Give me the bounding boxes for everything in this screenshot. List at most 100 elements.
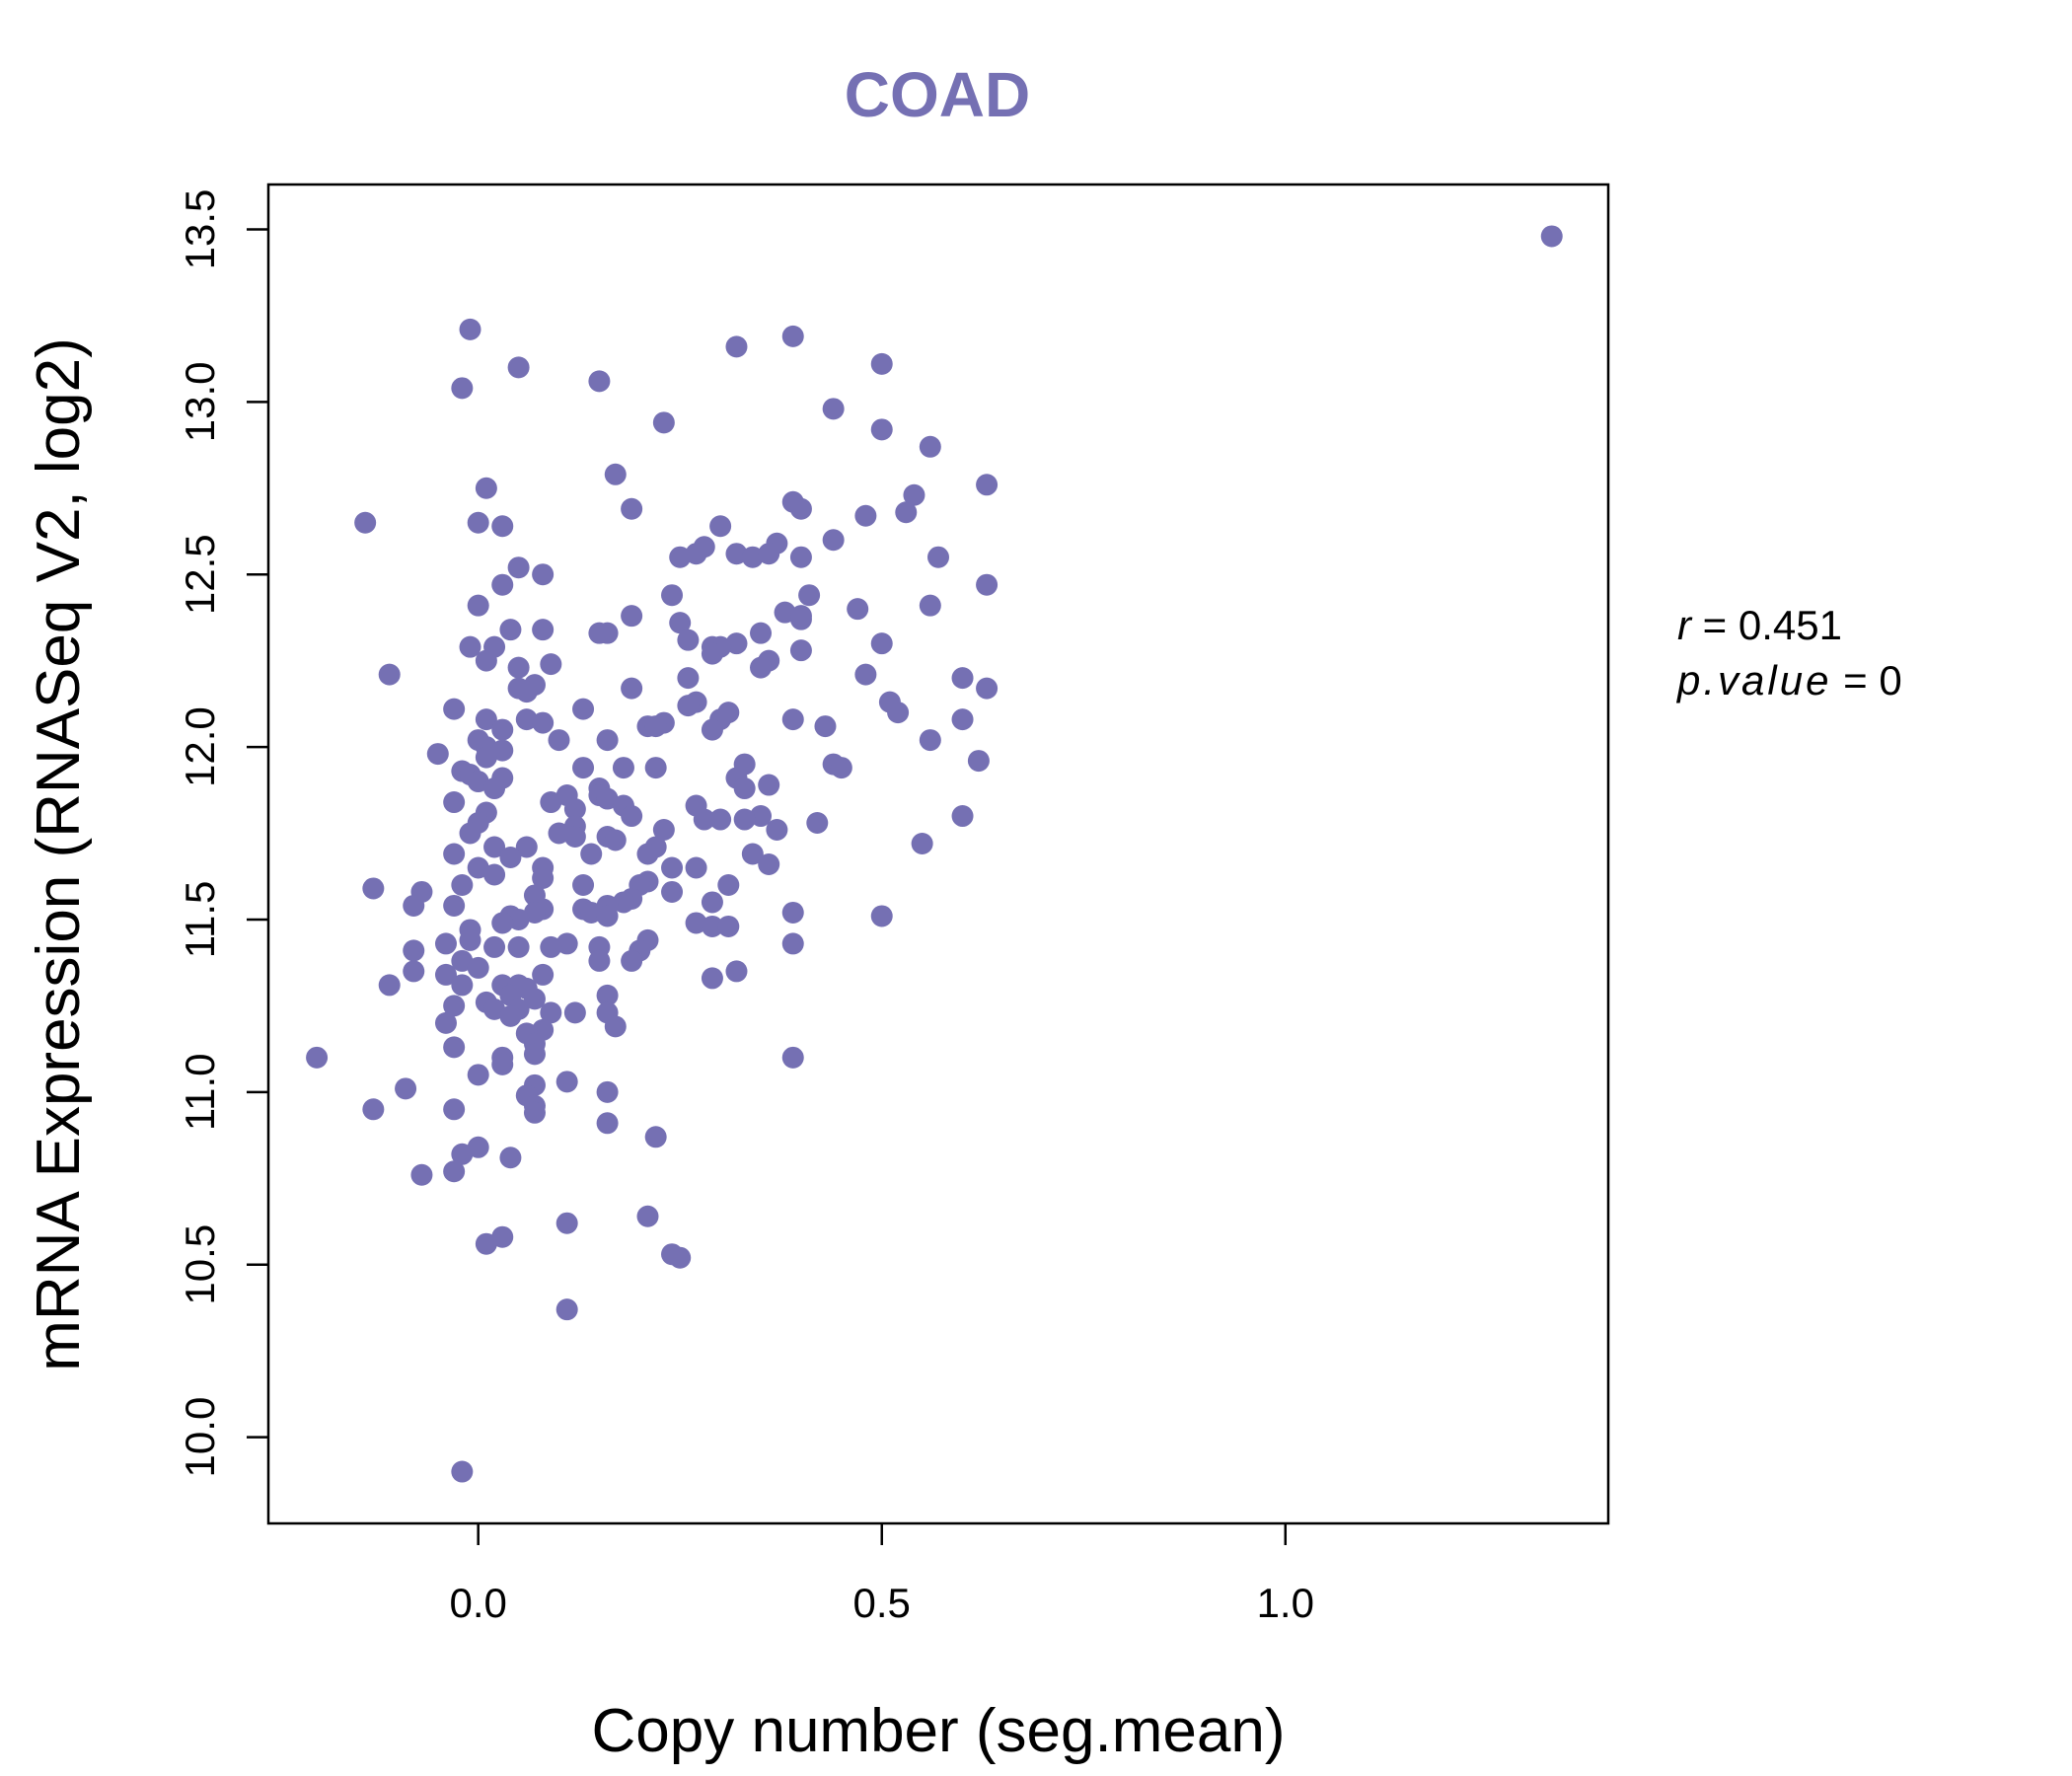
data-point xyxy=(532,619,555,641)
data-point xyxy=(467,1064,489,1086)
data-point xyxy=(750,805,773,828)
data-point xyxy=(612,891,634,914)
data-point xyxy=(596,1080,619,1103)
data-point xyxy=(798,584,821,607)
data-point xyxy=(443,1036,466,1059)
data-point xyxy=(766,819,788,842)
data-point xyxy=(540,935,562,958)
data-point xyxy=(540,653,562,676)
data-point xyxy=(548,822,570,845)
data-point xyxy=(378,663,401,686)
data-point xyxy=(621,805,643,828)
data-point xyxy=(507,935,530,958)
data-point xyxy=(636,1205,659,1227)
data-point xyxy=(822,529,845,552)
data-point xyxy=(677,667,700,690)
data-point xyxy=(758,543,780,565)
data-point xyxy=(499,846,522,868)
y-tick-label: 10.5 xyxy=(177,1224,223,1305)
data-point xyxy=(870,632,893,655)
data-point xyxy=(789,546,812,568)
data-point xyxy=(532,711,555,734)
data-point xyxy=(604,829,627,851)
data-point xyxy=(781,325,804,347)
data-point xyxy=(555,1298,578,1321)
data-point xyxy=(621,677,643,700)
r-value: 0.451 xyxy=(1739,602,1842,648)
data-point xyxy=(443,995,466,1017)
data-point xyxy=(701,642,723,665)
data-point xyxy=(507,908,530,930)
data-point xyxy=(596,1112,619,1135)
x-axis: 0.0 0.5 1.0 xyxy=(450,1523,1314,1626)
data-point xyxy=(604,463,627,485)
data-point xyxy=(951,667,974,690)
data-point xyxy=(459,822,481,845)
data-point xyxy=(919,729,941,752)
data-point xyxy=(677,629,700,651)
data-point xyxy=(523,1043,546,1066)
data-point xyxy=(661,880,684,903)
r-label: r xyxy=(1677,602,1693,648)
data-point xyxy=(395,1077,417,1100)
data-point xyxy=(378,974,401,997)
data-point xyxy=(621,497,643,520)
data-point xyxy=(467,511,489,534)
data-point xyxy=(644,715,667,738)
data-point xyxy=(725,543,748,565)
y-axis-label: mRNA Expression (RNASeq V2, log2) xyxy=(25,337,93,1371)
data-point xyxy=(781,932,804,955)
data-point xyxy=(870,905,893,927)
data-point xyxy=(976,474,999,496)
data-point xyxy=(919,594,941,617)
data-point xyxy=(515,708,538,731)
data-point xyxy=(507,656,530,679)
data-point xyxy=(621,949,643,972)
data-point xyxy=(895,501,918,524)
data-point xyxy=(443,1098,466,1121)
data-point xyxy=(588,370,611,393)
data-point xyxy=(685,912,707,934)
data-point xyxy=(789,608,812,630)
data-point xyxy=(563,1001,586,1024)
data-point xyxy=(306,1046,329,1069)
data-point xyxy=(967,750,990,773)
data-point xyxy=(555,1212,578,1234)
data-point xyxy=(572,873,595,896)
data-point xyxy=(548,729,570,752)
data-point xyxy=(532,563,555,586)
y-tick-label: 11.0 xyxy=(177,1054,223,1132)
data-point xyxy=(459,635,481,658)
data-point xyxy=(540,1001,562,1024)
data-point xyxy=(903,483,925,506)
data-point xyxy=(652,819,675,842)
data-point xyxy=(475,649,497,672)
data-point xyxy=(532,866,555,889)
r-statistic: r = 0.451 xyxy=(1677,602,1842,648)
data-point xyxy=(750,656,773,679)
data-point xyxy=(976,677,999,700)
data-point xyxy=(572,757,595,779)
data-point xyxy=(580,843,603,865)
data-point xyxy=(563,798,586,821)
data-point xyxy=(951,708,974,731)
data-point xyxy=(717,873,740,896)
data-point xyxy=(887,702,910,724)
data-point xyxy=(410,1163,433,1186)
data-point xyxy=(741,843,764,865)
data-point xyxy=(451,873,474,896)
data-point xyxy=(951,805,974,828)
x-tick-label: 1.0 xyxy=(1257,1580,1314,1626)
data-point xyxy=(483,935,506,958)
data-point xyxy=(491,718,514,741)
data-point xyxy=(499,1147,522,1169)
data-point xyxy=(725,632,748,655)
data-point xyxy=(483,777,506,800)
data-point xyxy=(451,1460,474,1483)
data-point xyxy=(515,681,538,703)
data-point xyxy=(725,335,748,358)
data-point xyxy=(652,411,675,434)
data-point xyxy=(644,757,667,779)
y-tick-label: 12.0 xyxy=(177,706,223,787)
